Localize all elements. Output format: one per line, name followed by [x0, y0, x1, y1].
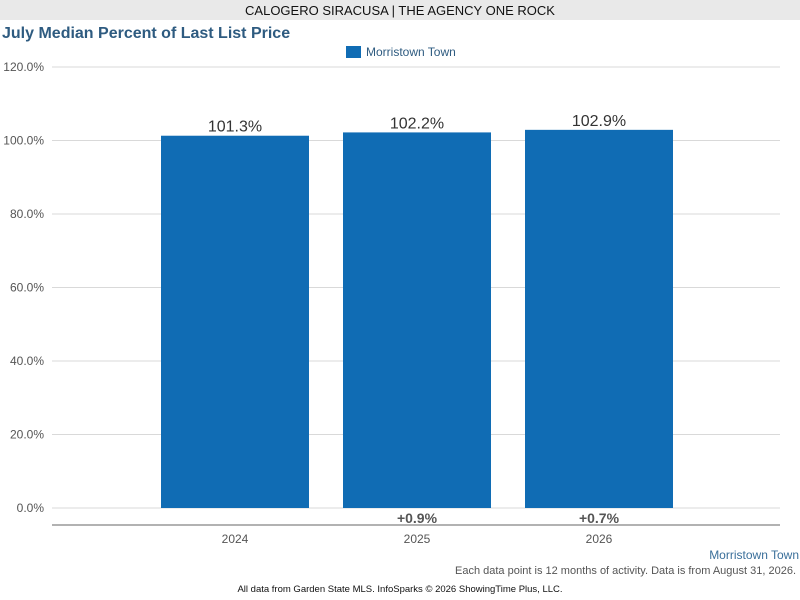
bar — [343, 132, 491, 509]
footer-series-label: Morristown Town — [709, 548, 799, 562]
data-label: 102.2% — [390, 115, 444, 132]
y-tick-label: 0.0% — [17, 501, 45, 515]
bar-chart: 0.0% 20.0% 40.0% 60.0% 80.0% 100.0% 120.0% 101.… — [3, 60, 780, 546]
footer-credit: All data from Garden State MLS. InfoSpar… — [237, 584, 563, 595]
legend-swatch — [346, 46, 361, 58]
data-label: 101.3% — [208, 119, 262, 136]
agent-name: CALOGERO SIRACUSA | THE AGENCY ONE ROCK — [245, 2, 555, 18]
x-tick-label: 2026 — [586, 532, 613, 546]
x-tick-label: 2024 — [222, 532, 249, 546]
change-label: +0.7% — [579, 510, 620, 526]
chart-legend[interactable]: Morristown Town — [346, 45, 456, 59]
y-tick-label: 80.0% — [10, 207, 44, 221]
x-tick-label: 2025 — [404, 532, 431, 546]
bar — [161, 135, 309, 508]
footer-note: Each data point is 12 months of activity… — [455, 565, 796, 577]
legend-label: Morristown Town — [366, 45, 456, 59]
data-label: 102.9% — [572, 113, 626, 130]
y-tick-label: 100.0% — [3, 134, 44, 148]
chart-title: July Median Percent of Last List Price — [2, 25, 291, 42]
bar — [525, 129, 673, 508]
y-tick-label: 40.0% — [10, 354, 44, 368]
agent-banner: CALOGERO SIRACUSA | THE AGENCY ONE ROCK — [0, 0, 800, 20]
y-tick-label: 20.0% — [10, 428, 44, 442]
y-tick-label: 60.0% — [10, 281, 44, 295]
y-tick-label: 120.0% — [3, 60, 44, 74]
change-label: +0.9% — [397, 510, 438, 526]
